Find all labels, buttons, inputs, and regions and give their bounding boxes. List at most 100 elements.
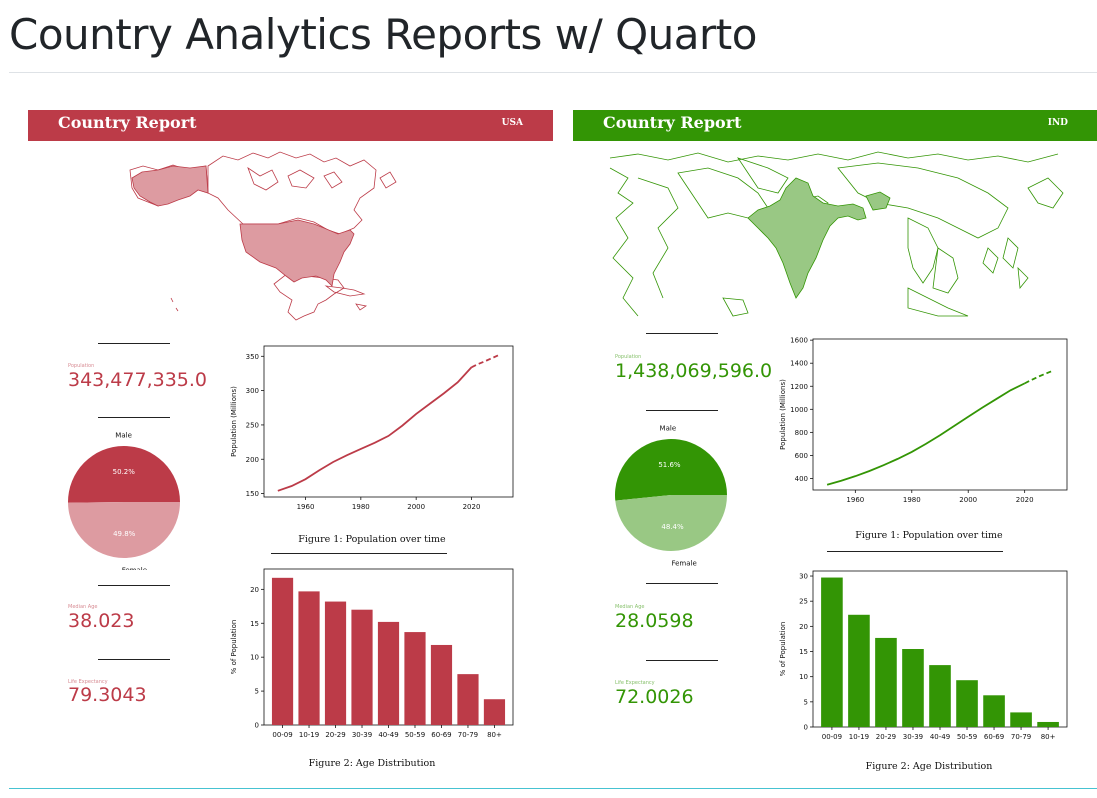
pie-slice-female <box>68 502 180 559</box>
caption-divider <box>271 553 447 554</box>
y-tick-label: 10 <box>250 654 259 662</box>
indochina-outline <box>907 217 939 284</box>
figure2-caption: Figure 2: Age Distribution <box>308 758 436 769</box>
population-line <box>826 382 1026 486</box>
bar <box>324 601 347 725</box>
stat-divider <box>646 660 718 661</box>
bar <box>430 644 453 725</box>
africa-coast <box>609 167 639 317</box>
country-code: IND <box>1047 118 1068 128</box>
stat-value-median-age: 28.0598 <box>615 610 694 632</box>
northern-border <box>609 151 1059 163</box>
bar <box>956 680 978 727</box>
y-axis-label: Population (Millions) <box>779 379 787 450</box>
y-tick-label: 1400 <box>790 360 808 368</box>
y-axis-label: Population (Millions) <box>230 386 238 457</box>
bar <box>457 674 479 725</box>
y-tick-label: 1000 <box>790 406 808 414</box>
y-axis-label: % of Population <box>230 620 238 675</box>
banner-title: Country Report <box>58 113 197 132</box>
population-line-chart: Population (Millions) 150 200 250 300 350 1960… <box>230 345 514 511</box>
stat-divider <box>98 417 170 418</box>
x-tick-label: 50-59 <box>405 731 425 739</box>
pie-label-female: Female <box>671 560 696 568</box>
y-tick-label: 5 <box>804 698 808 706</box>
bar <box>483 699 506 725</box>
y-tick-label: 10 <box>799 673 808 681</box>
y-axis-label: % of Population <box>779 622 787 677</box>
x-tick-label: 60-69 <box>431 731 451 739</box>
philippines-outline <box>1002 237 1029 290</box>
pie-label-male: Male <box>660 424 677 432</box>
y-tick-label: 30 <box>799 573 808 581</box>
pie-label-female: Female <box>122 567 147 570</box>
y-tick-label: 300 <box>246 387 259 395</box>
stat-divider <box>646 583 718 584</box>
stat-divider <box>646 333 718 334</box>
y-tick-label: 15 <box>799 648 808 656</box>
x-tick-label: 80+ <box>1041 733 1056 741</box>
country-map <box>609 151 1064 317</box>
bar <box>821 577 843 727</box>
x-tick-label: 80+ <box>487 731 502 739</box>
y-tick-label: 250 <box>246 421 259 429</box>
china-outline <box>837 162 1009 239</box>
central-asia-outline <box>737 157 789 194</box>
vietnam-outline <box>932 247 959 294</box>
stat-value-life-expectancy: 79.3043 <box>68 684 147 706</box>
bar <box>1010 712 1032 727</box>
country-report-usa: Country Report USA Population 343,477,33… <box>28 110 553 785</box>
x-tick-label: 10-19 <box>299 731 319 739</box>
sri-lanka-outline <box>722 297 749 317</box>
usa-highlight <box>239 219 355 287</box>
x-tick-label: 1960 <box>846 496 864 504</box>
bar <box>271 577 294 725</box>
population-line <box>277 366 473 492</box>
y-tick-label: 800 <box>795 429 808 437</box>
y-tick-label: 20 <box>250 586 259 594</box>
region-highlight <box>865 191 891 211</box>
banner-title: Country Report <box>603 113 742 132</box>
x-tick-label: 2000 <box>959 496 977 504</box>
stat-label-population: Population <box>615 354 642 360</box>
y-tick-label: 15 <box>250 620 259 628</box>
figure1-caption: Figure 1: Population over time <box>298 534 446 545</box>
x-tick-label: 60-69 <box>984 733 1004 741</box>
x-tick-label: 00-09 <box>272 731 292 739</box>
y-tick-label: 0 <box>804 724 808 732</box>
pie-slice-male <box>68 446 180 503</box>
country-code: USA <box>501 118 523 128</box>
x-tick-label: 70-79 <box>458 731 478 739</box>
y-tick-label: 20 <box>799 623 808 631</box>
mexico-outline <box>273 272 345 321</box>
x-tick-label: 2020 <box>463 503 481 511</box>
stat-value-population: 343,477,335.0 <box>68 369 208 391</box>
pie-label-male-pct: 51.6% <box>658 461 681 469</box>
country-map <box>129 151 397 321</box>
alaska-highlight <box>131 165 209 207</box>
bar <box>404 632 426 725</box>
title-divider <box>9 72 1097 73</box>
y-tick-label: 350 <box>246 353 259 361</box>
stat-value-median-age: 38.023 <box>68 610 135 632</box>
y-tick-label: 600 <box>795 452 808 460</box>
caribbean-islands <box>324 285 368 311</box>
bar <box>298 591 320 725</box>
page-title: Country Analytics Reports w/ Quarto <box>9 10 757 59</box>
taiwan-outline <box>982 247 999 274</box>
stat-divider <box>98 659 170 660</box>
stat-divider <box>646 410 718 411</box>
projection-line <box>1024 369 1054 385</box>
y-tick-label: 400 <box>795 475 808 483</box>
pie-slice-female <box>615 495 727 551</box>
x-tick-label: 20-29 <box>325 731 345 739</box>
bar <box>1037 721 1059 727</box>
x-tick-label: 10-19 <box>849 733 869 741</box>
stat-divider <box>98 343 170 344</box>
bar <box>902 649 924 727</box>
bar <box>351 609 373 725</box>
x-tick-label: 2020 <box>1016 496 1034 504</box>
stat-value-population: 1,438,069,596.0 <box>615 360 773 382</box>
bar <box>377 621 400 725</box>
stat-value-life-expectancy: 72.0026 <box>615 686 694 708</box>
